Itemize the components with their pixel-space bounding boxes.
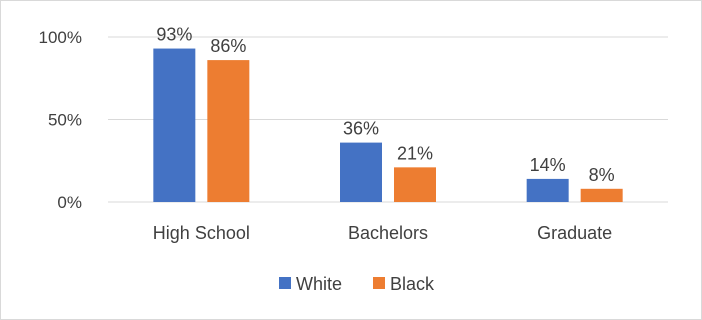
bars (153, 48, 623, 202)
y-axis-ticks: 0% 50% 100% (39, 28, 82, 212)
bar-white-0 (153, 48, 196, 202)
bar-white-2 (526, 178, 569, 202)
data-label: 93% (156, 25, 192, 45)
y-tick-label: 0% (57, 193, 82, 212)
y-tick-label: 100% (39, 28, 82, 47)
category-label: High School (153, 223, 250, 243)
legend-swatch-black (373, 277, 385, 289)
legend: White Black (279, 274, 435, 294)
data-labels: 93% 86% 36% 21% 14% 8% (156, 25, 614, 185)
y-tick-label: 50% (48, 111, 82, 130)
category-label: Graduate (537, 223, 612, 243)
data-label: 86% (210, 36, 246, 56)
legend-label: Black (390, 274, 435, 294)
data-label: 21% (397, 143, 433, 163)
x-axis-categories: High School Bachelors Graduate (153, 223, 612, 243)
bar-black-1 (394, 167, 436, 202)
legend-swatch-white (279, 277, 291, 289)
gridlines (108, 36, 668, 203)
bar-black-0 (207, 60, 250, 202)
data-label: 14% (530, 155, 566, 175)
data-label: 8% (589, 165, 615, 185)
bar-white-1 (340, 142, 382, 202)
data-label: 36% (343, 119, 379, 139)
bar-black-2 (580, 188, 623, 202)
category-label: Bachelors (348, 223, 428, 243)
legend-label: White (296, 274, 342, 294)
